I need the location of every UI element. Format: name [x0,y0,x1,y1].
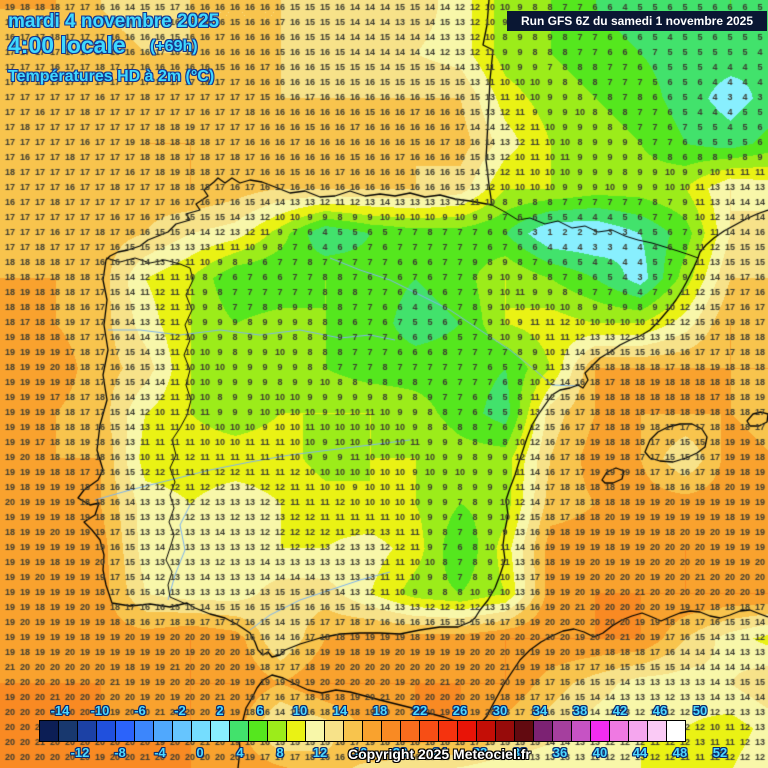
valid-time-label: 4:00 locale [8,32,126,58]
scale-tick-label: 2 [216,703,224,718]
scale-tick-label: -6 [134,703,146,718]
scale-tick-label: 24 [432,745,448,760]
scale-cell [229,720,249,742]
color-scale-bar [39,720,686,742]
copyright-label: Copyright 2025 Meteociel.fr [348,746,531,762]
scale-tick-label: -10 [90,703,110,718]
scale-tick-label: 26 [452,703,468,718]
scale-tick-label: 14 [332,703,348,718]
scale-tick-label: 16 [352,745,368,760]
scale-cell [590,720,610,742]
scale-cell [666,720,686,742]
scale-cell [514,720,534,742]
scale-tick-label: -4 [154,745,166,760]
scale-cell [248,720,268,742]
scale-tick-label: 44 [632,745,648,760]
scale-tick-label: 46 [652,703,668,718]
scale-cell [115,720,135,742]
map-variable-title: Températures HD à 2m (°C) [8,68,215,85]
scale-cell [96,720,116,742]
scale-tick-label: -8 [114,745,126,760]
scale-tick-label: 18 [372,703,388,718]
scale-cell [324,720,344,742]
scale-tick-label: 28 [472,745,488,760]
scale-tick-label: 50 [692,703,708,718]
scale-tick-label: 6 [256,703,264,718]
scale-cell [533,720,553,742]
scale-cell [628,720,648,742]
scale-cell [476,720,496,742]
scale-tick-label: 34 [532,703,548,718]
scale-cell [552,720,572,742]
scale-tick-label: 42 [612,703,628,718]
scale-cell [609,720,629,742]
scale-tick-label: 40 [592,745,608,760]
scale-cell [305,720,325,742]
scale-tick-label: -14 [50,703,70,718]
scale-cell [495,720,515,742]
scale-tick-label: -12 [70,745,90,760]
scale-cell [647,720,667,742]
scale-cell [134,720,154,742]
scale-cell [58,720,78,742]
scale-tick-label: 10 [292,703,308,718]
scale-cell [210,720,230,742]
scale-cell [381,720,401,742]
scale-cell [457,720,477,742]
scale-cell [153,720,173,742]
scale-tick-label: 38 [572,703,588,718]
scale-tick-label: 12 [312,745,328,760]
scale-tick-label: 30 [492,703,508,718]
scale-cell [77,720,97,742]
scale-tick-label: 20 [392,745,408,760]
scale-tick-label: 48 [672,745,688,760]
scale-tick-label: 52 [712,745,728,760]
scale-tick-label: 4 [236,745,244,760]
scale-tick-label: 22 [412,703,428,718]
valid-date-label: mardi 4 novembre 2025 [8,11,220,32]
scale-cell [362,720,382,742]
scale-cell [438,720,458,742]
scale-cell [172,720,192,742]
scale-tick-label: 36 [552,745,568,760]
scale-cell [400,720,420,742]
scale-tick-label: -2 [174,703,186,718]
scale-tick-label: 0 [196,745,204,760]
scale-cell [286,720,306,742]
scale-tick-label: 32 [512,745,528,760]
forecast-offset-label: (+69h) [150,38,198,55]
scale-cell [39,720,59,742]
scale-cell [419,720,439,742]
scale-cell [191,720,211,742]
scale-tick-label: 8 [276,745,284,760]
model-run-banner: Run GFS 6Z du samedi 1 novembre 2025 [507,11,767,31]
scale-cell [571,720,591,742]
scale-cell [343,720,363,742]
scale-cell [267,720,287,742]
